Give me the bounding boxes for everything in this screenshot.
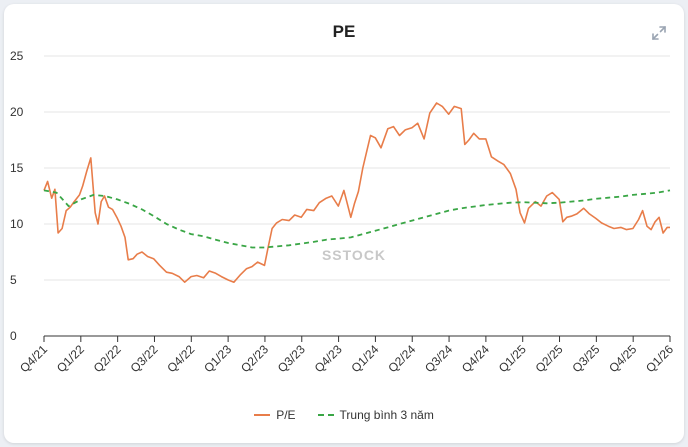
avg-3y-series-line	[43, 189, 671, 249]
series	[43, 102, 671, 283]
pe-series-line	[43, 102, 670, 283]
legend-swatch-pe	[254, 414, 271, 416]
x-tick-label: Q1/24	[349, 342, 382, 375]
x-tick-label: Q1/22	[54, 342, 87, 375]
y-tick-label: 5	[10, 273, 17, 287]
x-tick-label: Q3/22	[128, 342, 161, 375]
legend-item-pe[interactable]: P/E	[254, 408, 296, 422]
x-tick-label: Q4/24	[459, 342, 492, 375]
chart-title: PE	[332, 22, 356, 41]
y-axis: 0 5 10 15 20 25	[10, 49, 24, 343]
watermark-text: SSTOCK	[322, 247, 386, 263]
x-tick-label: Q4/21	[17, 342, 50, 375]
y-tick-label: 25	[10, 49, 24, 63]
x-tick-label: Q4/22	[164, 342, 197, 375]
legend-item-avg[interactable]: Trung bình 3 năm	[317, 408, 434, 422]
x-tick-label: Q3/25	[569, 342, 602, 375]
y-tick-label: 0	[10, 329, 17, 343]
x-tick-label: Q3/23	[275, 342, 308, 375]
legend-label-pe: P/E	[276, 408, 296, 422]
x-tick-label: Q2/22	[91, 342, 124, 375]
x-tick-label: Q2/23	[238, 342, 271, 375]
legend: P/E Trung bình 3 năm	[4, 408, 684, 422]
y-tick-label: 15	[10, 161, 24, 175]
x-tick-label: Q2/25	[533, 342, 566, 375]
x-tick-label: Q4/25	[606, 342, 639, 375]
x-tick-label: Q3/24	[422, 342, 455, 375]
x-axis: Q4/21 Q1/22 Q2/22 Q3/22 Q4/22 Q1/23 Q2/23 Q3/23…	[17, 335, 676, 375]
legend-label-avg: Trung bình 3 năm	[339, 408, 434, 422]
y-tick-label: 10	[10, 217, 24, 231]
legend-swatch-avg	[317, 414, 334, 416]
x-tick-label: Q4/23	[312, 342, 345, 375]
expand-icon[interactable]	[650, 24, 668, 42]
chart-card: PE SSTOCK 0 5 10 15 20 25 Q4/21 Q1/22 Q2/22 Q3/2…	[4, 4, 684, 443]
y-tick-label: 20	[10, 105, 24, 119]
x-tick-label: Q2/24	[385, 342, 418, 375]
x-tick-label: Q1/25	[496, 342, 529, 375]
x-tick-label: Q1/23	[201, 342, 234, 375]
x-tick-label: Q1/26	[643, 342, 676, 375]
